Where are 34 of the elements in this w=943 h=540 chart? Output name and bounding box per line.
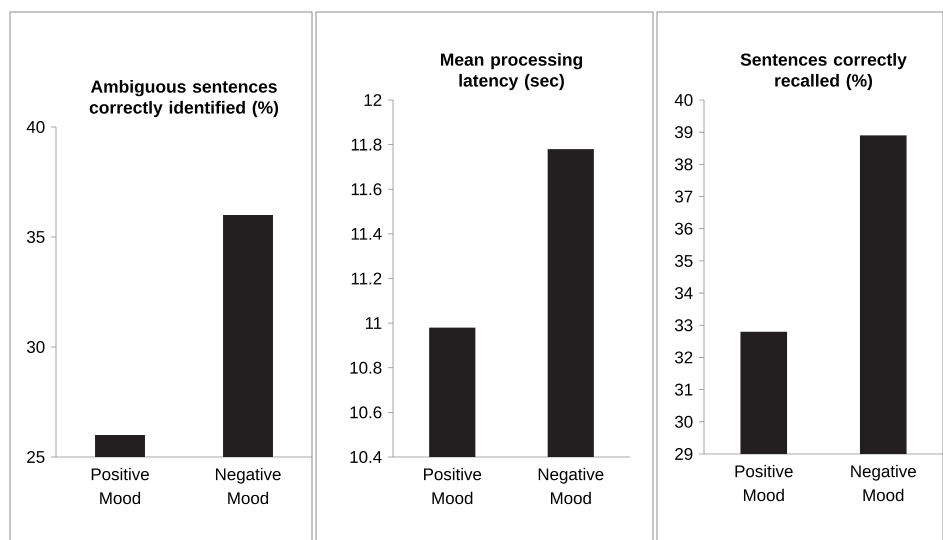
y-tick-label: 37 [674, 190, 692, 203]
y-tick-label: 33 [674, 319, 692, 332]
y-tick-label: 11.4 [352, 228, 382, 240]
y-tick-label: 40 [674, 94, 693, 106]
y-tick-label: 35 [26, 230, 44, 243]
x-tick-label: Positive Mood [424, 468, 482, 504]
y-tick-label: 10.6 [350, 406, 382, 418]
y-tick-label: 32 [674, 351, 692, 364]
y-tick-label: 25 [27, 450, 44, 463]
y-tick-label: 11.8 [352, 138, 382, 151]
x-tick-label: Positive Mood [736, 464, 793, 502]
y-tick-label: 11 [366, 317, 382, 329]
y-tick-label: 31 [674, 384, 692, 396]
x-tick-label: Positive Mood [92, 468, 149, 504]
x-tick-label: Negative Mood [851, 464, 916, 502]
y-tick-label: 10.4 [350, 450, 382, 463]
y-tick-label: 30 [674, 416, 693, 428]
x-tick-label: Negative Mood [216, 468, 281, 504]
y-tick-label: 35 [674, 254, 692, 267]
y-tick-label: 29 [675, 448, 692, 460]
y-tick-label: 36 [674, 222, 692, 235]
chart-title: Sentences correctly recalled (%) [740, 52, 907, 90]
chart-title: Ambiguous sentences correctly identified (%) [90, 80, 278, 118]
y-tick-label: 11.2 [352, 272, 382, 284]
y-tick-label: 40 [26, 120, 45, 133]
chart-title: Mean processing latency (sec) [440, 52, 582, 90]
y-tick-label: 11.6 [352, 183, 382, 196]
y-tick-label: 34 [674, 287, 693, 300]
y-tick-label: 39 [674, 126, 692, 138]
y-tick-label: 38 [674, 158, 692, 170]
y-tick-label: 12 [364, 94, 382, 106]
y-tick-label: 30 [26, 340, 45, 353]
x-tick-label: Negative Mood [538, 468, 604, 504]
y-tick-label: 10.8 [350, 362, 382, 374]
